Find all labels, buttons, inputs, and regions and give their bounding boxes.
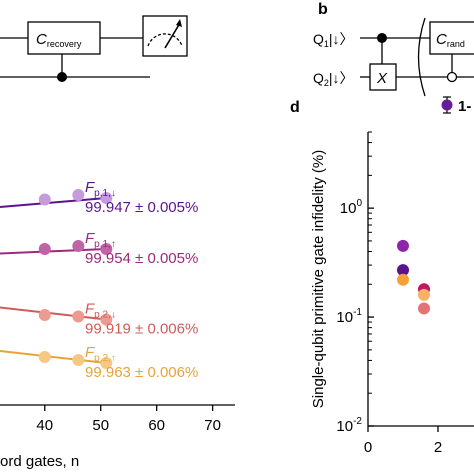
panel-d-points bbox=[397, 239, 430, 315]
c-rand-gate bbox=[429, 21, 474, 55]
legend-marker bbox=[441, 99, 453, 111]
panel-c-chart: Fp,1,↓99.947 ± 0.005% Fp,1,↑99.954 ± 0.00… bbox=[0, 179, 235, 470]
c-rand-gate-label: Crand bbox=[436, 31, 465, 49]
panel-d-y-tick-label: 10-2 bbox=[336, 416, 362, 435]
panel-c-data-point bbox=[72, 189, 85, 201]
panel-c-x-tick-label: 60 bbox=[148, 417, 165, 434]
x-gate bbox=[369, 63, 397, 91]
c-recovery-gate-label: Crecovery bbox=[36, 31, 82, 49]
panel-c-series-label: Fp,1,↓ bbox=[85, 179, 116, 199]
panel-d-x-tick-label: 2 bbox=[434, 439, 442, 456]
panel-c-series-label: Fp,1,↑ bbox=[85, 230, 116, 250]
panel-c-data-point bbox=[100, 192, 113, 204]
circuit-b: Q1|↓〉 Q2|↓〉 X Crand bbox=[313, 17, 474, 97]
c-recovery-gate bbox=[27, 21, 101, 55]
circuit-a: Crecovery bbox=[0, 15, 188, 82]
open-control-dot bbox=[446, 71, 458, 83]
panel-c-fit-line bbox=[0, 197, 107, 208]
panel-c-data-point bbox=[72, 240, 85, 252]
panel-d-y-axis-title: Single-qubit primitive gate infidelity (… bbox=[310, 150, 327, 408]
q1-label: Q1|↓〉 bbox=[313, 31, 354, 49]
measurement-meter-icon bbox=[142, 15, 188, 57]
panel-c-series-value: 99.954 ± 0.005% bbox=[85, 250, 198, 267]
panel-c-data-point bbox=[38, 351, 51, 363]
panel-c-series-value: 99.963 ± 0.006% bbox=[85, 364, 198, 381]
q2-label: Q2|↓〉 bbox=[313, 70, 354, 88]
panel-d-legend: 1- bbox=[441, 96, 471, 115]
panel-c-fit-line bbox=[0, 248, 107, 255]
panel-label-b: b bbox=[318, 1, 328, 18]
legend-text: 1- bbox=[458, 98, 471, 115]
panel-c-series-value: 99.919 ± 0.006% bbox=[85, 321, 198, 338]
panel-c-x-tick-label: 70 bbox=[204, 417, 221, 434]
panel-c-x-axis-title: ord gates, n bbox=[0, 453, 79, 470]
panel-d-y-tick-label: 100 bbox=[340, 198, 363, 217]
panel-c-data-point bbox=[100, 243, 113, 255]
panel-c-fit-line bbox=[0, 350, 107, 364]
panel-d-y-tick-label: 10-1 bbox=[336, 307, 362, 326]
panel-c-fit-line bbox=[0, 306, 107, 321]
panel-c-data-point bbox=[100, 357, 113, 369]
panel-d-data-point bbox=[397, 273, 409, 286]
panel-c-data-point bbox=[72, 310, 85, 323]
panel-c-series: Fp,1,↓99.947 ± 0.005% Fp,1,↑99.954 ± 0.00… bbox=[0, 179, 198, 381]
panel-c-data-point bbox=[100, 313, 113, 326]
panel-c-data-point bbox=[72, 354, 85, 366]
x-gate-label: X bbox=[376, 70, 388, 87]
panel-c-series-label: Fp,2,↑ bbox=[85, 344, 116, 364]
panel-c-series-label: Fp,2,↓ bbox=[85, 301, 116, 321]
panel-d-data-point bbox=[418, 302, 430, 315]
panel-c-x-tick-label: 40 bbox=[36, 417, 53, 434]
panel-d-data-point bbox=[418, 288, 430, 301]
panel-c-x-tick-label: 50 bbox=[92, 417, 109, 434]
panel-c-data-point bbox=[38, 193, 51, 206]
panel-c-data-point bbox=[38, 309, 51, 321]
panel-c-series-value: 99.947 ± 0.005% bbox=[85, 199, 198, 216]
panel-d-x-tick-label: 0 bbox=[364, 439, 372, 456]
panel-c-x-ticks: 40 50 60 70 bbox=[36, 405, 221, 434]
panel-label-d: d bbox=[290, 99, 300, 116]
panel-d-y-ticks: 100 10-1 10-2 bbox=[336, 131, 374, 435]
panel-d-data-point bbox=[397, 239, 409, 252]
bracket-left bbox=[417, 17, 426, 97]
panel-d-data-point bbox=[397, 264, 409, 277]
panel-c-data-point bbox=[38, 243, 51, 255]
